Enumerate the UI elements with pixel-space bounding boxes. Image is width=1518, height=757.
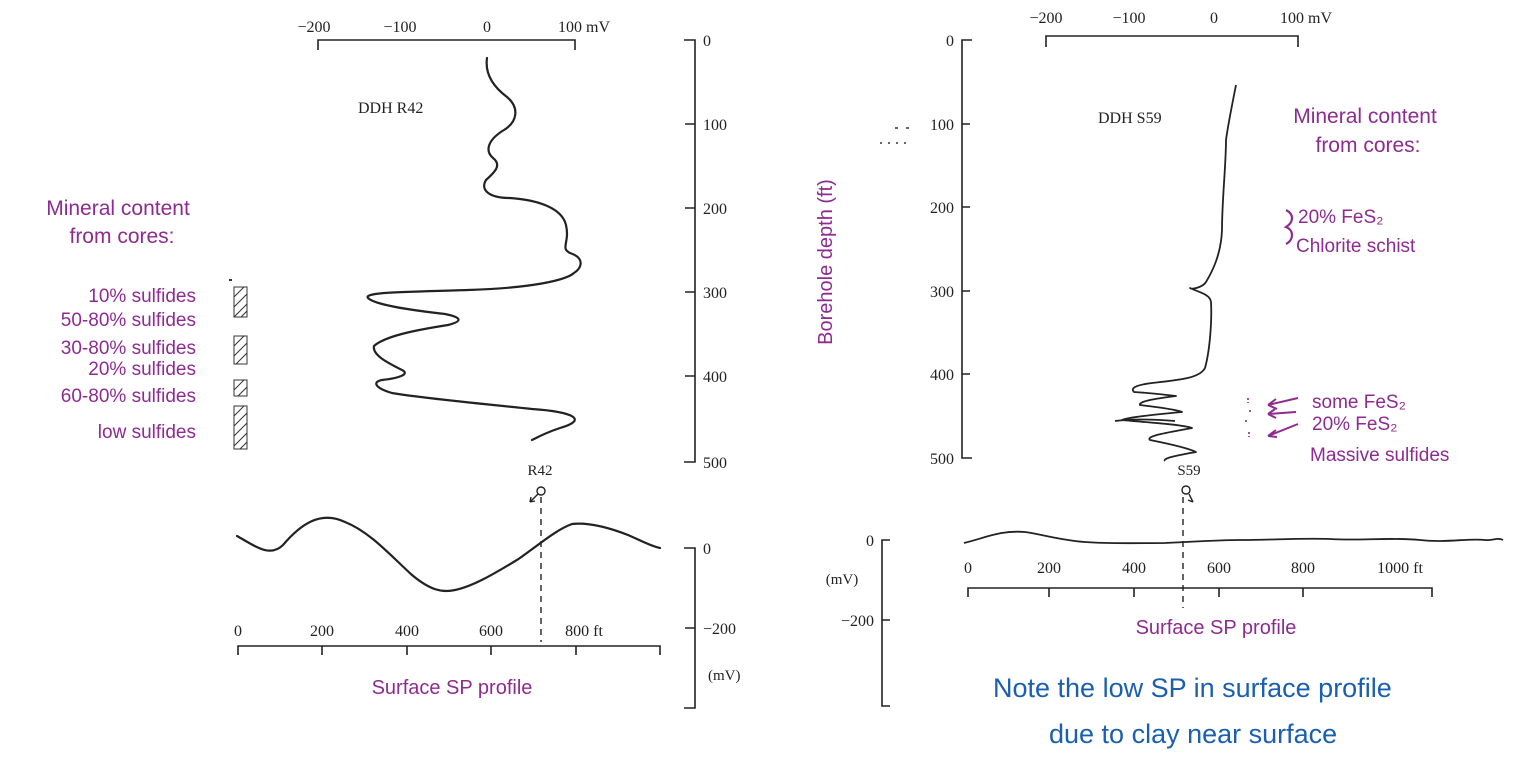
right-surface-mv-axis: 0 (mV) −200 [826, 533, 890, 707]
left-borehole-collar-icon [536, 486, 546, 496]
note-line-2: due to clay near surface [1049, 719, 1337, 749]
left-surface-mv-tick-neg200: −200 [703, 621, 736, 638]
left-depth-tick-200: 200 [703, 201, 727, 218]
left-dist-tick-0: 0 [234, 623, 242, 640]
right-mineral-heading-line1: Mineral content [1293, 105, 1437, 128]
right-sp-log-curve [1121, 84, 1237, 462]
left-zone-2: 50-80% sulfides [61, 310, 196, 331]
left-mineral-annotations: Mineral content from cores: 10% sulfides… [46, 197, 196, 443]
right-surface-mv-unit: (mV) [826, 572, 859, 588]
right-mv-tick-3: 0 [1210, 10, 1218, 27]
right-arrow-1-icon [1267, 397, 1299, 410]
right-mv-tick-4: 100 mV [1280, 10, 1332, 27]
left-zone-6: low sulfides [98, 422, 196, 443]
left-depth-tick-100: 100 [703, 117, 727, 134]
left-surface-mv-unit: (mV) [708, 668, 741, 684]
right-depth-axis-title: Borehole depth (ft) [815, 179, 837, 345]
right-mineral-heading-line2: from cores: [1315, 134, 1420, 157]
right-mv-axis: −200 −100 0 100 mV [1029, 10, 1332, 47]
left-depth-tick-400: 400 [703, 369, 727, 386]
left-depth-tick-0: 0 [703, 33, 711, 50]
left-surface-marker-label: R42 [527, 463, 552, 479]
left-surface-mv-axis: 0 −200 (mV) [684, 541, 741, 709]
left-mv-tick-4: 100 mV [558, 19, 610, 36]
right-upper-bracket-icon [1283, 209, 1294, 245]
left-depth-axis: 0 100 200 300 400 500 [684, 33, 727, 472]
right-surface-mv-tick-0: 0 [866, 533, 874, 550]
left-dist-tick-200: 200 [310, 623, 334, 640]
left-mv-tick-3: 0 [483, 19, 491, 36]
right-depth-tick-100: 100 [930, 117, 954, 134]
right-mv-tick-2: −100 [1112, 10, 1145, 27]
right-depth-tick-500: 500 [930, 451, 954, 468]
right-mv-tick-1: −200 [1029, 10, 1062, 27]
right-depth-tick-300: 300 [930, 284, 954, 301]
right-hole-name: DDH S59 [1098, 110, 1162, 127]
right-arrow-3-icon [1267, 423, 1299, 438]
left-mineral-heading-line1: Mineral content [46, 197, 190, 220]
right-mineral-annotations: Mineral content from cores: 20% FeS₂ Chl… [1245, 105, 1449, 466]
note-line-1: Note the low SP in surface profile [993, 673, 1392, 703]
left-mv-axis: −200 −100 0 100 mV [297, 19, 610, 50]
left-zone-5: 60-80% sulfides [61, 386, 196, 407]
left-zone-1: 10% sulfides [88, 286, 196, 307]
right-sp-log-spike [1114, 418, 1176, 422]
right-lower-zone-3: Massive sulfides [1310, 445, 1449, 466]
stray-marks [880, 127, 909, 144]
right-dist-tick-800: 800 [1291, 560, 1315, 577]
left-dist-tick-400: 400 [395, 623, 419, 640]
right-arrow-2-icon [1267, 408, 1297, 419]
right-surface-marker-label: S59 [1177, 463, 1200, 479]
right-dist-tick-1000: 1000 ft [1377, 560, 1423, 577]
left-surface-distance-axis: 0 200 400 600 800 ft [234, 623, 661, 655]
right-lower-zone-2: 20% FeS₂ [1312, 414, 1398, 435]
right-dist-tick-0: 0 [964, 560, 972, 577]
left-surface-sp-curve [235, 516, 662, 593]
right-depth-axis: 0 100 200 300 400 500 [930, 33, 972, 468]
left-depth-tick-300: 300 [703, 285, 727, 302]
left-zone-3: 30-80% sulfides [61, 338, 196, 359]
left-core-hatch-column [229, 279, 248, 450]
right-lower-zone-1: some FeS₂ [1312, 392, 1406, 413]
right-depth-tick-0: 0 [946, 33, 954, 50]
right-surface-mv-tick-neg200: −200 [841, 613, 874, 630]
right-surface-distance-axis: 0 200 400 600 800 1000 ft [964, 560, 1433, 597]
right-dist-tick-600: 600 [1207, 560, 1231, 577]
left-surface-marker: R42 [527, 463, 553, 642]
left-hole-name: DDH R42 [358, 100, 423, 117]
left-mineral-heading-line2: from cores: [69, 225, 174, 248]
left-mv-tick-1: −200 [297, 19, 330, 36]
right-depth-tick-400: 400 [930, 367, 954, 384]
left-mv-tick-2: −100 [383, 19, 416, 36]
right-borehole-collar-icon [1181, 485, 1191, 495]
right-dist-tick-400: 400 [1122, 560, 1146, 577]
left-zone-4: 20% sulfides [88, 359, 196, 380]
right-upper-zone-1: 20% FeS₂ [1298, 207, 1384, 228]
right-upper-zone-2: Chlorite schist [1296, 236, 1416, 257]
left-sp-log-curve [366, 56, 582, 442]
right-depth-tick-200: 200 [930, 200, 954, 217]
left-depth-tick-500: 500 [703, 455, 727, 472]
left-dist-tick-600: 600 [479, 623, 503, 640]
left-surface-caption: Surface SP profile [372, 677, 533, 699]
right-dist-tick-200: 200 [1037, 560, 1061, 577]
right-surface-caption: Surface SP profile [1136, 617, 1297, 639]
left-surface-mv-tick-0: 0 [703, 541, 711, 558]
right-surface-marker: S59 [1177, 463, 1201, 608]
right-surface-sp-curve [963, 530, 1504, 545]
left-dist-tick-800: 800 ft [565, 623, 603, 640]
